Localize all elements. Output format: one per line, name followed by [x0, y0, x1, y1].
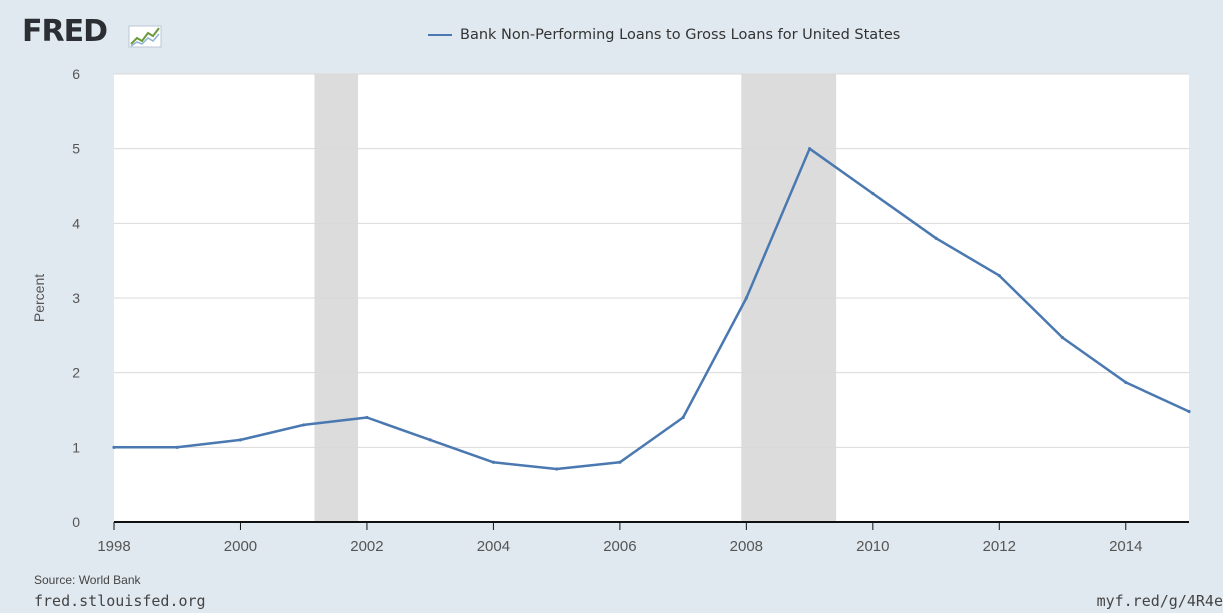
data-point-2010 — [871, 191, 875, 196]
y-axis-label: Percent — [31, 274, 47, 322]
x-tick-label-2010: 2010 — [856, 538, 889, 555]
chart-legend: Bank Non-Performing Loans to Gross Loans… — [428, 27, 900, 43]
data-point-2013 — [1060, 335, 1065, 340]
y-tick-label-6: 6 — [72, 66, 80, 82]
fred-logo[interactable]: FRED — [22, 14, 108, 49]
legend-swatch — [428, 34, 452, 36]
data-point-2004 — [491, 460, 496, 464]
data-point-2015 — [1187, 409, 1191, 414]
fred-logo-graph-icon — [128, 25, 162, 48]
data-point-1999 — [175, 445, 179, 449]
data-point-2000 — [238, 438, 243, 442]
footer-short-link[interactable]: myf.red/g/4R4e — [1096, 592, 1223, 610]
data-point-2012 — [997, 274, 1001, 278]
x-tick-label-2004: 2004 — [477, 538, 510, 555]
y-tick-label-4: 4 — [72, 215, 80, 231]
data-point-2007 — [681, 415, 685, 420]
data-point-2002 — [365, 415, 369, 420]
footer-site-link[interactable]: fred.stlouisfed.org — [34, 592, 206, 610]
x-tick-label-2014: 2014 — [1109, 538, 1142, 555]
data-point-2009 — [807, 147, 812, 151]
x-tick-label-2008: 2008 — [730, 538, 763, 555]
x-tick-label-2012: 2012 — [983, 538, 1016, 555]
data-point-2011 — [934, 236, 938, 240]
data-point-1998 — [112, 445, 116, 449]
y-tick-label-1: 1 — [72, 439, 80, 455]
x-tick-label-2006: 2006 — [603, 538, 636, 555]
x-tick-label-1998: 1998 — [97, 538, 130, 555]
x-tick-label-2000: 2000 — [224, 538, 257, 555]
legend-label: Bank Non-Performing Loans to Gross Loans… — [460, 27, 901, 43]
x-tick-label-2002: 2002 — [350, 538, 383, 555]
y-tick-label-5: 5 — [72, 141, 80, 157]
data-point-2001 — [302, 423, 306, 427]
y-tick-label-0: 0 — [72, 514, 80, 530]
data-point-2008 — [744, 296, 748, 300]
data-point-2014 — [1124, 380, 1128, 384]
series-line-0 — [114, 147, 1190, 471]
data-point-2003 — [428, 438, 432, 442]
y-tick-label-2: 2 — [72, 365, 80, 381]
y-tick-label-3: 3 — [72, 290, 80, 306]
source-note: Source: World Bank — [34, 573, 141, 587]
data-point-2005 — [555, 467, 559, 471]
data-point-2006 — [618, 460, 622, 464]
